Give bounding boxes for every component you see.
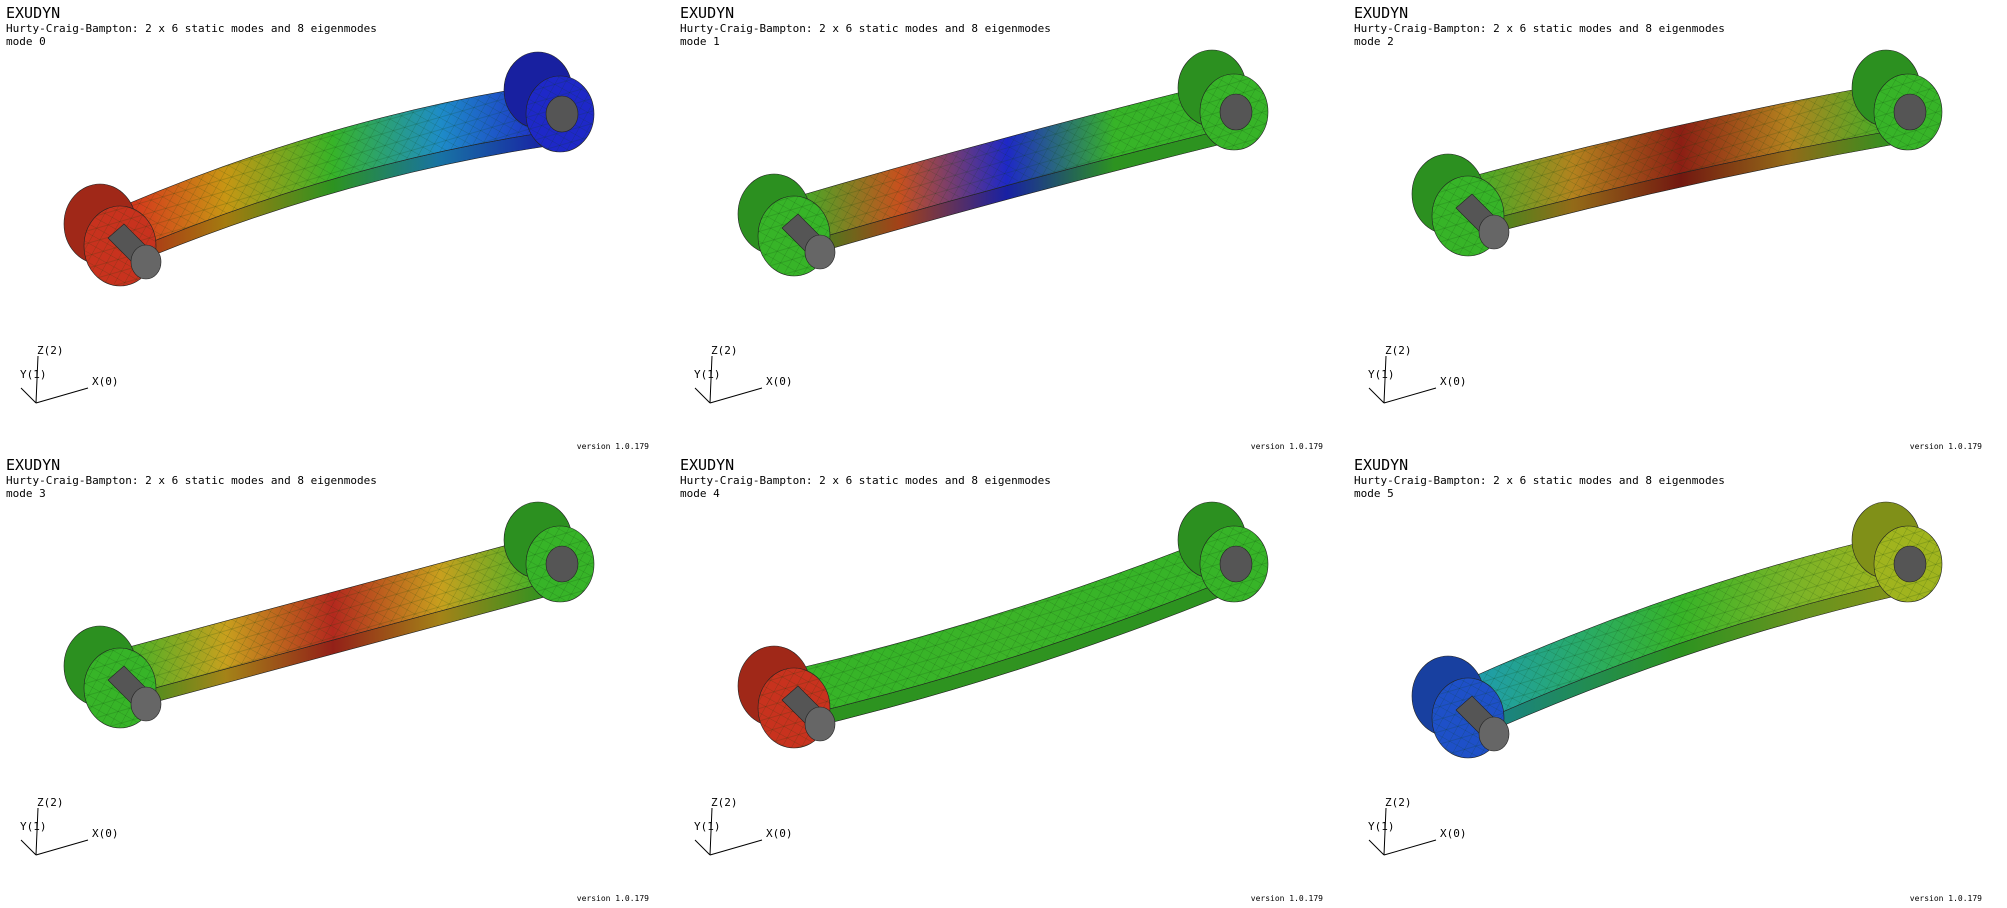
left-pin-end bbox=[804, 234, 836, 270]
beam-side-shade bbox=[1466, 582, 1896, 742]
left-pin-end bbox=[1478, 214, 1510, 250]
y-axis-label: Y(1) bbox=[1368, 368, 1395, 381]
render-panel-mode-3[interactable]: EXUDYN Hurty-Craig-Bampton: 2 x 6 static… bbox=[0, 452, 674, 908]
x-axis-label: X(0) bbox=[92, 827, 119, 840]
beam-side-shade bbox=[118, 132, 548, 270]
mode-label: mode 4 bbox=[680, 487, 720, 500]
right-bolt-circle bbox=[545, 545, 579, 583]
coordinate-triad: Z(2) Y(1) X(0) bbox=[694, 345, 793, 404]
beam-mesh bbox=[792, 82, 1222, 246]
app-title: EXUDYN bbox=[6, 4, 61, 22]
mode-label: mode 3 bbox=[6, 487, 46, 500]
right-bolt-circle bbox=[545, 95, 579, 133]
beam-side-shade bbox=[1466, 130, 1896, 240]
coordinate-triad: Z(2) Y(1) X(0) bbox=[1368, 797, 1467, 856]
beam-mesh bbox=[118, 84, 548, 256]
ffrf-model-render[interactable] bbox=[674, 452, 1334, 882]
model-description: Hurty-Craig-Bampton: 2 x 6 static modes … bbox=[6, 22, 377, 35]
z-axis-label: Z(2) bbox=[37, 797, 64, 809]
z-axis-label: Z(2) bbox=[37, 345, 64, 357]
ffrf-model-render[interactable] bbox=[1348, 0, 2007, 430]
render-panel-mode-5[interactable]: EXUDYN Hurty-Craig-Bampton: 2 x 6 static… bbox=[1348, 452, 2007, 908]
app-title: EXUDYN bbox=[6, 456, 61, 474]
model-description: Hurty-Craig-Bampton: 2 x 6 static modes … bbox=[680, 22, 1051, 35]
ffrf-model-render[interactable] bbox=[1348, 452, 2007, 882]
right-bolt-circle bbox=[1219, 93, 1253, 131]
y-axis-label: Y(1) bbox=[1368, 820, 1395, 833]
model-description: Hurty-Craig-Bampton: 2 x 6 static modes … bbox=[680, 474, 1051, 487]
z-axis-label: Z(2) bbox=[1385, 797, 1412, 809]
beam-side-shade bbox=[118, 582, 548, 712]
beam-side-shade bbox=[792, 130, 1222, 260]
z-axis-label: Z(2) bbox=[711, 345, 738, 357]
x-axis-label: X(0) bbox=[766, 375, 793, 388]
right-bolt-circle bbox=[1893, 545, 1927, 583]
left-pin-end bbox=[804, 706, 836, 742]
mode-label: mode 5 bbox=[1354, 487, 1394, 500]
version-label: version 1.0.179 bbox=[1250, 442, 1323, 451]
ffrf-model-render[interactable] bbox=[674, 0, 1334, 430]
model-description: Hurty-Craig-Bampton: 2 x 6 static modes … bbox=[1354, 474, 1725, 487]
version-label: version 1.0.179 bbox=[576, 442, 649, 451]
version-label: version 1.0.179 bbox=[1250, 894, 1323, 903]
model-description: Hurty-Craig-Bampton: 2 x 6 static modes … bbox=[1354, 22, 1725, 35]
x-axis-label: X(0) bbox=[1440, 827, 1467, 840]
mode-label: mode 1 bbox=[680, 35, 720, 48]
app-title: EXUDYN bbox=[680, 456, 735, 474]
render-panel-mode-4[interactable]: EXUDYN Hurty-Craig-Bampton: 2 x 6 static… bbox=[674, 452, 1348, 908]
z-axis-label: Z(2) bbox=[1385, 345, 1412, 357]
y-axis-label: Y(1) bbox=[694, 820, 721, 833]
y-axis-label: Y(1) bbox=[20, 820, 47, 833]
y-axis-label: Y(1) bbox=[694, 368, 721, 381]
x-axis-label: X(0) bbox=[92, 375, 119, 388]
mode-label: mode 2 bbox=[1354, 35, 1394, 48]
right-bolt-circle bbox=[1893, 93, 1927, 131]
render-panel-mode-1[interactable]: EXUDYN Hurty-Craig-Bampton: 2 x 6 static… bbox=[674, 0, 1348, 452]
beam-mesh bbox=[1466, 534, 1896, 728]
x-axis-label: X(0) bbox=[766, 827, 793, 840]
beam-side-shade bbox=[792, 582, 1222, 732]
beam-mesh bbox=[1466, 82, 1896, 226]
mode-label: mode 0 bbox=[6, 35, 46, 48]
z-axis-label: Z(2) bbox=[711, 797, 738, 809]
coordinate-triad: Z(2) Y(1) X(0) bbox=[1368, 345, 1467, 404]
left-pin-end bbox=[130, 686, 162, 722]
left-pin-end bbox=[1478, 716, 1510, 752]
render-panel-mode-0[interactable]: EXUDYN Hurty-Craig-Bampton: 2 x 6 static… bbox=[0, 0, 674, 452]
app-title: EXUDYN bbox=[1354, 4, 1409, 22]
y-axis-label: Y(1) bbox=[20, 368, 47, 381]
model-description: Hurty-Craig-Bampton: 2 x 6 static modes … bbox=[6, 474, 377, 487]
app-title: EXUDYN bbox=[1354, 456, 1409, 474]
coordinate-triad: Z(2) Y(1) X(0) bbox=[20, 345, 119, 404]
app-title: EXUDYN bbox=[680, 4, 735, 22]
ffrf-model-render[interactable] bbox=[0, 0, 660, 430]
right-bolt-circle bbox=[1219, 545, 1253, 583]
ffrf-model-render[interactable] bbox=[0, 452, 660, 882]
beam-mesh bbox=[118, 534, 548, 698]
x-axis-label: X(0) bbox=[1440, 375, 1467, 388]
version-label: version 1.0.179 bbox=[1909, 894, 1982, 903]
version-label: version 1.0.179 bbox=[576, 894, 649, 903]
render-panel-mode-2[interactable]: EXUDYN Hurty-Craig-Bampton: 2 x 6 static… bbox=[1348, 0, 2007, 452]
coordinate-triad: Z(2) Y(1) X(0) bbox=[694, 797, 793, 856]
version-label: version 1.0.179 bbox=[1909, 442, 1982, 451]
coordinate-triad: Z(2) Y(1) X(0) bbox=[20, 797, 119, 856]
beam-mesh bbox=[792, 534, 1222, 718]
left-pin-end bbox=[130, 244, 162, 280]
